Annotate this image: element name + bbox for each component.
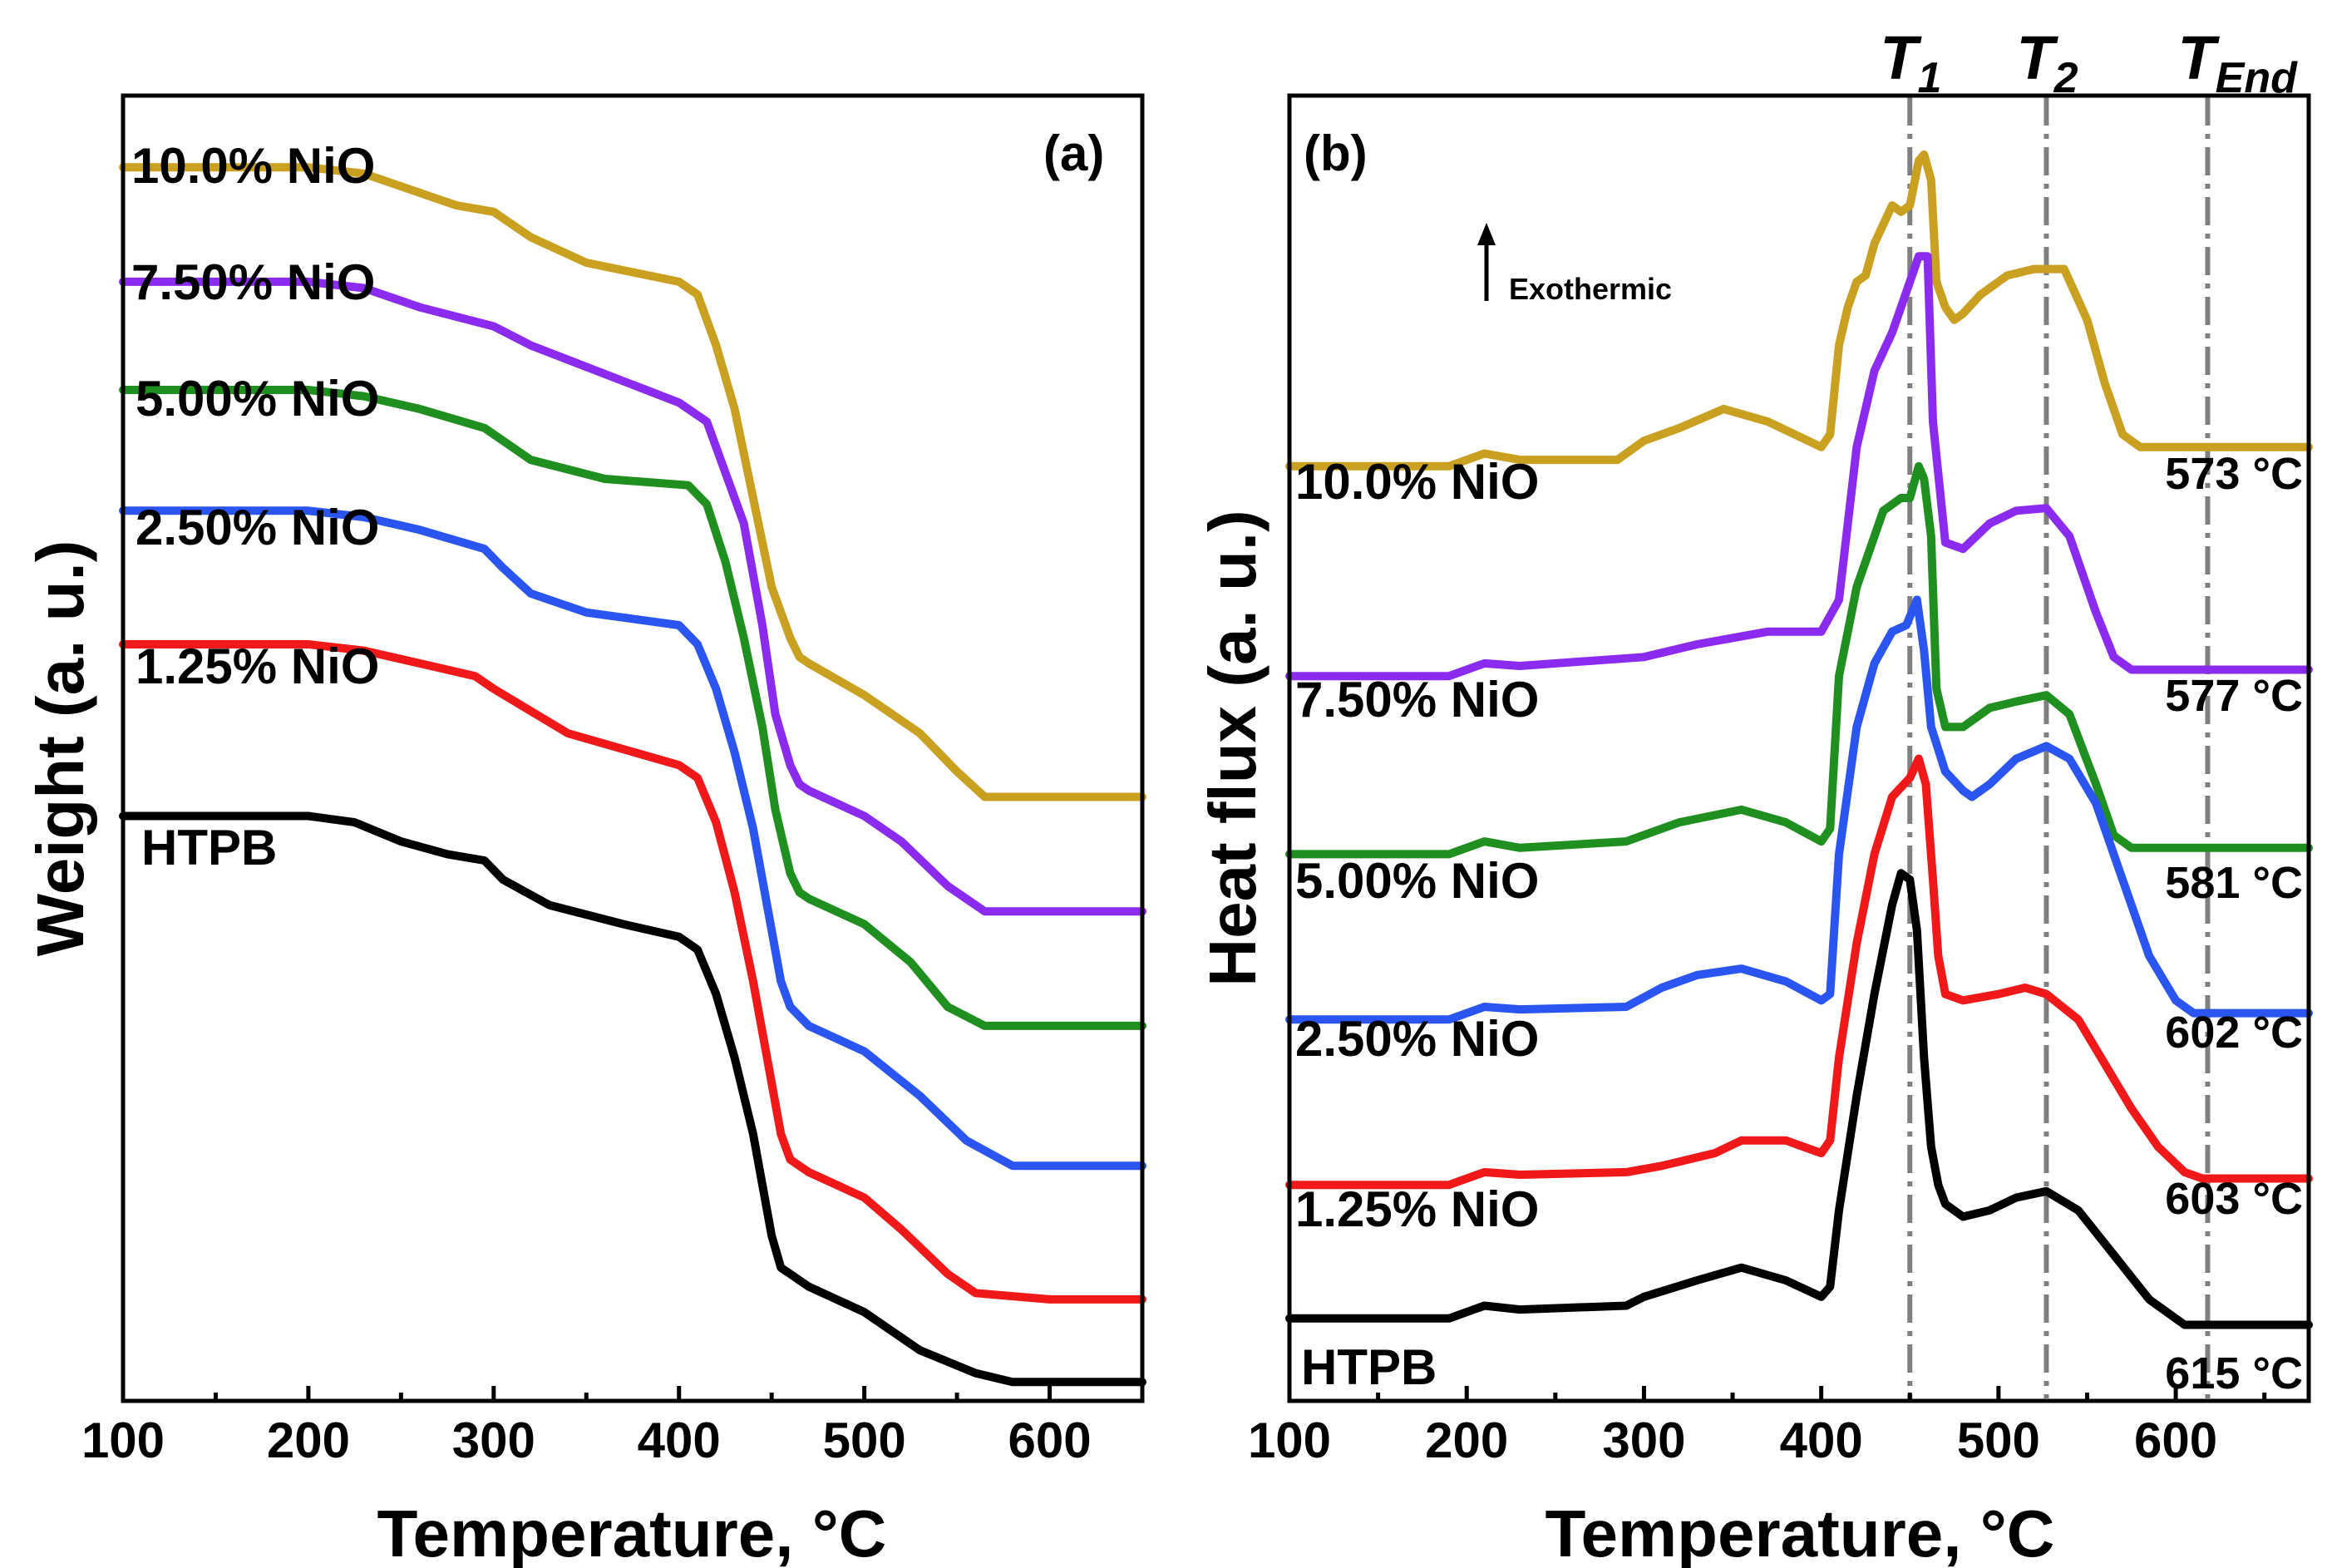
panel-a-xtick-label-3: 400 [638,1413,721,1468]
end-temp-7-5: 577 °C [2165,671,2303,721]
panel-a-xlabel-unit: °C [812,1497,887,1568]
panel-a-label-1-25: 1.25% NiO [136,639,379,694]
panel-b-ylabel: Heat flux (a. u.) [1196,510,1269,986]
panel-a-label-5: 5.00% NiO [136,371,379,427]
panel-b-series-3 [1285,595,2313,1024]
panel-a-curves [119,163,1146,1387]
panel-a-xtick-label-5: 600 [1008,1413,1091,1468]
panel-a-xtick-label-1: 200 [267,1413,350,1468]
panel-b-label-10: 10.0% NiO [1295,454,1539,510]
panel-b-label-1-25: 1.25% NiO [1295,1181,1539,1237]
panel-a-ticks: 100 200 300 400 500 600 [81,1386,1092,1468]
panel-a-label-2-5: 2.50% NiO [136,500,379,555]
panel-a: 100 200 300 400 500 600 (a) Weight (a. u.) Te… [23,93,1146,1568]
end-temp-1-25: 603 °C [2165,1174,2303,1224]
panel-a-series-4 [119,640,1146,1304]
panel-a-ylabel: Weight (a. u.) [23,540,97,957]
end-temp-5: 581 °C [2165,858,2303,908]
panel-b: 100 200 300 400 500 600 (b) Heat flux (a. u.)… [1196,23,2313,1568]
end-temp-2-5: 602 °C [2165,1008,2303,1058]
ref-label-0: T1 [1880,23,1941,102]
panel-b-series-5 [1285,869,2313,1329]
panel-b-series-1 [1285,252,2313,681]
panel-b-curves [1285,150,2313,1329]
panel-b-xlabel: Temperature, °C [1546,1497,2055,1568]
panel-a-frame [121,93,1145,1403]
panel-b-xtick-label-0: 100 [1248,1413,1331,1468]
panel-a-label-10: 10.0% NiO [131,138,375,194]
panel-b-frame [1287,93,2311,1403]
panel-a-series-5 [119,811,1146,1387]
panel-b-label-2-5: 2.50% NiO [1295,1011,1539,1067]
panel-a-series-2 [119,386,1146,1030]
panel-b-label-7-5: 7.50% NiO [1295,672,1539,727]
panel-b-xtick-label-1: 200 [1425,1413,1508,1468]
panel-b-xtick-label-2: 300 [1602,1413,1685,1468]
panel-a-xtick-label-0: 100 [81,1413,165,1468]
panel-b-label-htpb: HTPB [1301,1339,1437,1395]
ref-label-1: T2 [2016,23,2078,102]
panel-b-xtick-label-5: 600 [2134,1413,2217,1468]
panel-a-xlabel-text: Temperature, [377,1497,794,1568]
panel-b-xlabel-text: Temperature, [1546,1497,1962,1568]
panel-b-label-5: 5.00% NiO [1295,853,1539,909]
panel-b-series-0 [1285,150,2313,471]
panel-a-series-1 [119,277,1146,916]
panel-a-xlabel: Temperature, °C [377,1497,887,1568]
exothermic-arrow-icon [1477,223,1496,301]
panel-b-series-2 [1285,461,2313,859]
ref-label-2: TEnd [2177,23,2298,102]
panel-b-temperature-markers: T1 T2 TEnd [1880,23,2298,102]
panel-a-series-0 [119,163,1146,801]
panel-a-xtick-label-2: 300 [452,1413,535,1468]
end-temp-htpb: 615 °C [2165,1349,2303,1398]
panel-b-xtick-label-4: 500 [1957,1413,2040,1468]
panel-a-xtick-label-4: 500 [823,1413,906,1468]
panel-b-letter: (b) [1304,126,1368,181]
exothermic-label: Exothermic [1509,272,1672,306]
panel-b-xtick-label-3: 400 [1780,1413,1863,1468]
panel-b-ticks: 100 200 300 400 500 600 [1248,1386,2267,1468]
panel-b-xlabel-unit: °C [1980,1497,2055,1568]
panel-a-label-htpb: HTPB [141,820,277,875]
end-temp-10: 573 °C [2165,449,2303,499]
panel-a-label-7-5: 7.50% NiO [131,254,375,310]
panel-a-letter: (a) [1043,126,1104,181]
panel-a-series-3 [119,506,1146,1171]
panel-b-series-4 [1285,754,2313,1190]
